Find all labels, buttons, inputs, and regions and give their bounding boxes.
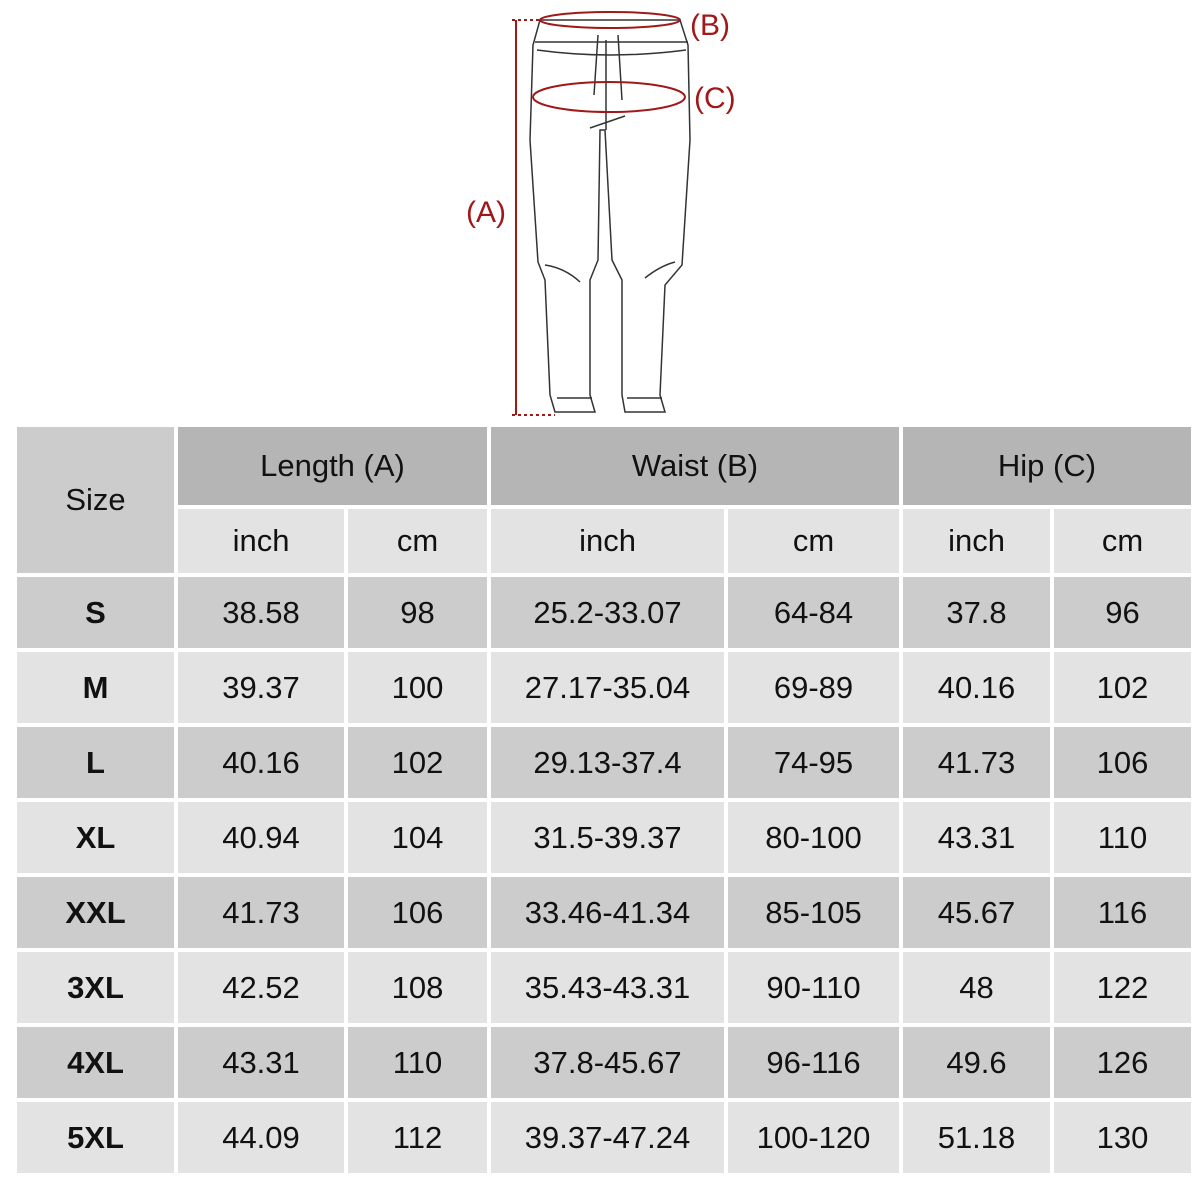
hip-header: Hip (C)	[903, 427, 1191, 505]
value-cell: 33.46-41.34	[491, 877, 724, 948]
size-cell: XL	[17, 802, 174, 873]
value-cell: 108	[348, 952, 487, 1023]
label-c: (C)	[694, 82, 736, 115]
value-cell: 40.16	[178, 727, 344, 798]
value-cell: 96	[1054, 577, 1191, 648]
table-row: L 40.16 102 29.13-37.4 74-95 41.73 106	[17, 727, 1191, 798]
value-cell: 98	[348, 577, 487, 648]
value-cell: 39.37	[178, 652, 344, 723]
value-cell: 43.31	[178, 1027, 344, 1098]
size-cell: 5XL	[17, 1102, 174, 1173]
unit-header: inch	[178, 509, 344, 573]
value-cell: 48	[903, 952, 1050, 1023]
size-cell: S	[17, 577, 174, 648]
value-cell: 37.8	[903, 577, 1050, 648]
value-cell: 110	[348, 1027, 487, 1098]
table-row: M 39.37 100 27.17-35.04 69-89 40.16 102	[17, 652, 1191, 723]
size-header: Size	[17, 427, 174, 573]
value-cell: 44.09	[178, 1102, 344, 1173]
size-cell: XXL	[17, 877, 174, 948]
value-cell: 110	[1054, 802, 1191, 873]
value-cell: 27.17-35.04	[491, 652, 724, 723]
label-b: (B)	[690, 9, 730, 42]
size-cell: 4XL	[17, 1027, 174, 1098]
value-cell: 42.52	[178, 952, 344, 1023]
value-cell: 104	[348, 802, 487, 873]
value-cell: 102	[1054, 652, 1191, 723]
value-cell: 40.16	[903, 652, 1050, 723]
value-cell: 43.31	[903, 802, 1050, 873]
waist-header: Waist (B)	[491, 427, 899, 505]
value-cell: 41.73	[178, 877, 344, 948]
value-cell: 40.94	[178, 802, 344, 873]
value-cell: 116	[1054, 877, 1191, 948]
unit-header: cm	[728, 509, 899, 573]
value-cell: 38.58	[178, 577, 344, 648]
value-cell: 102	[348, 727, 487, 798]
value-cell: 31.5-39.37	[491, 802, 724, 873]
length-header: Length (A)	[178, 427, 487, 505]
value-cell: 25.2-33.07	[491, 577, 724, 648]
table-row: 4XL 43.31 110 37.8-45.67 96-116 49.6 126	[17, 1027, 1191, 1098]
value-cell: 45.67	[903, 877, 1050, 948]
value-cell: 112	[348, 1102, 487, 1173]
value-cell: 64-84	[728, 577, 899, 648]
value-cell: 100-120	[728, 1102, 899, 1173]
value-cell: 90-110	[728, 952, 899, 1023]
value-cell: 96-116	[728, 1027, 899, 1098]
value-cell: 122	[1054, 952, 1191, 1023]
table-row: XL 40.94 104 31.5-39.37 80-100 43.31 110	[17, 802, 1191, 873]
size-cell: 3XL	[17, 952, 174, 1023]
value-cell: 106	[1054, 727, 1191, 798]
table-row: S 38.58 98 25.2-33.07 64-84 37.8 96	[17, 577, 1191, 648]
table-row: 5XL 44.09 112 39.37-47.24 100-120 51.18 130	[17, 1102, 1191, 1173]
unit-header: cm	[1054, 509, 1191, 573]
value-cell: 29.13-37.4	[491, 727, 724, 798]
size-cell: L	[17, 727, 174, 798]
value-cell: 41.73	[903, 727, 1050, 798]
pants-diagram: (A) (B) (C)	[466, 9, 736, 416]
value-cell: 130	[1054, 1102, 1191, 1173]
value-cell: 100	[348, 652, 487, 723]
value-cell: 85-105	[728, 877, 899, 948]
measure-lines	[512, 11, 686, 416]
value-cell: 39.37-47.24	[491, 1102, 724, 1173]
label-a: (A)	[466, 196, 506, 229]
value-cell: 106	[348, 877, 487, 948]
size-cell: M	[17, 652, 174, 723]
unit-header: cm	[348, 509, 487, 573]
table-row: 3XL 42.52 108 35.43-43.31 90-110 48 122	[17, 952, 1191, 1023]
value-cell: 80-100	[728, 802, 899, 873]
table-row: XXL 41.73 106 33.46-41.34 85-105 45.67 116	[17, 877, 1191, 948]
pants-outline	[529, 19, 691, 413]
value-cell: 49.6	[903, 1027, 1050, 1098]
value-cell: 126	[1054, 1027, 1191, 1098]
value-cell: 37.8-45.67	[491, 1027, 724, 1098]
value-cell: 35.43-43.31	[491, 952, 724, 1023]
size-chart-table: Size Length (A) Waist (B) Hip (C) inch c…	[13, 423, 1195, 1177]
value-cell: 69-89	[728, 652, 899, 723]
value-cell: 51.18	[903, 1102, 1050, 1173]
unit-header: inch	[491, 509, 724, 573]
unit-header: inch	[903, 509, 1050, 573]
value-cell: 74-95	[728, 727, 899, 798]
